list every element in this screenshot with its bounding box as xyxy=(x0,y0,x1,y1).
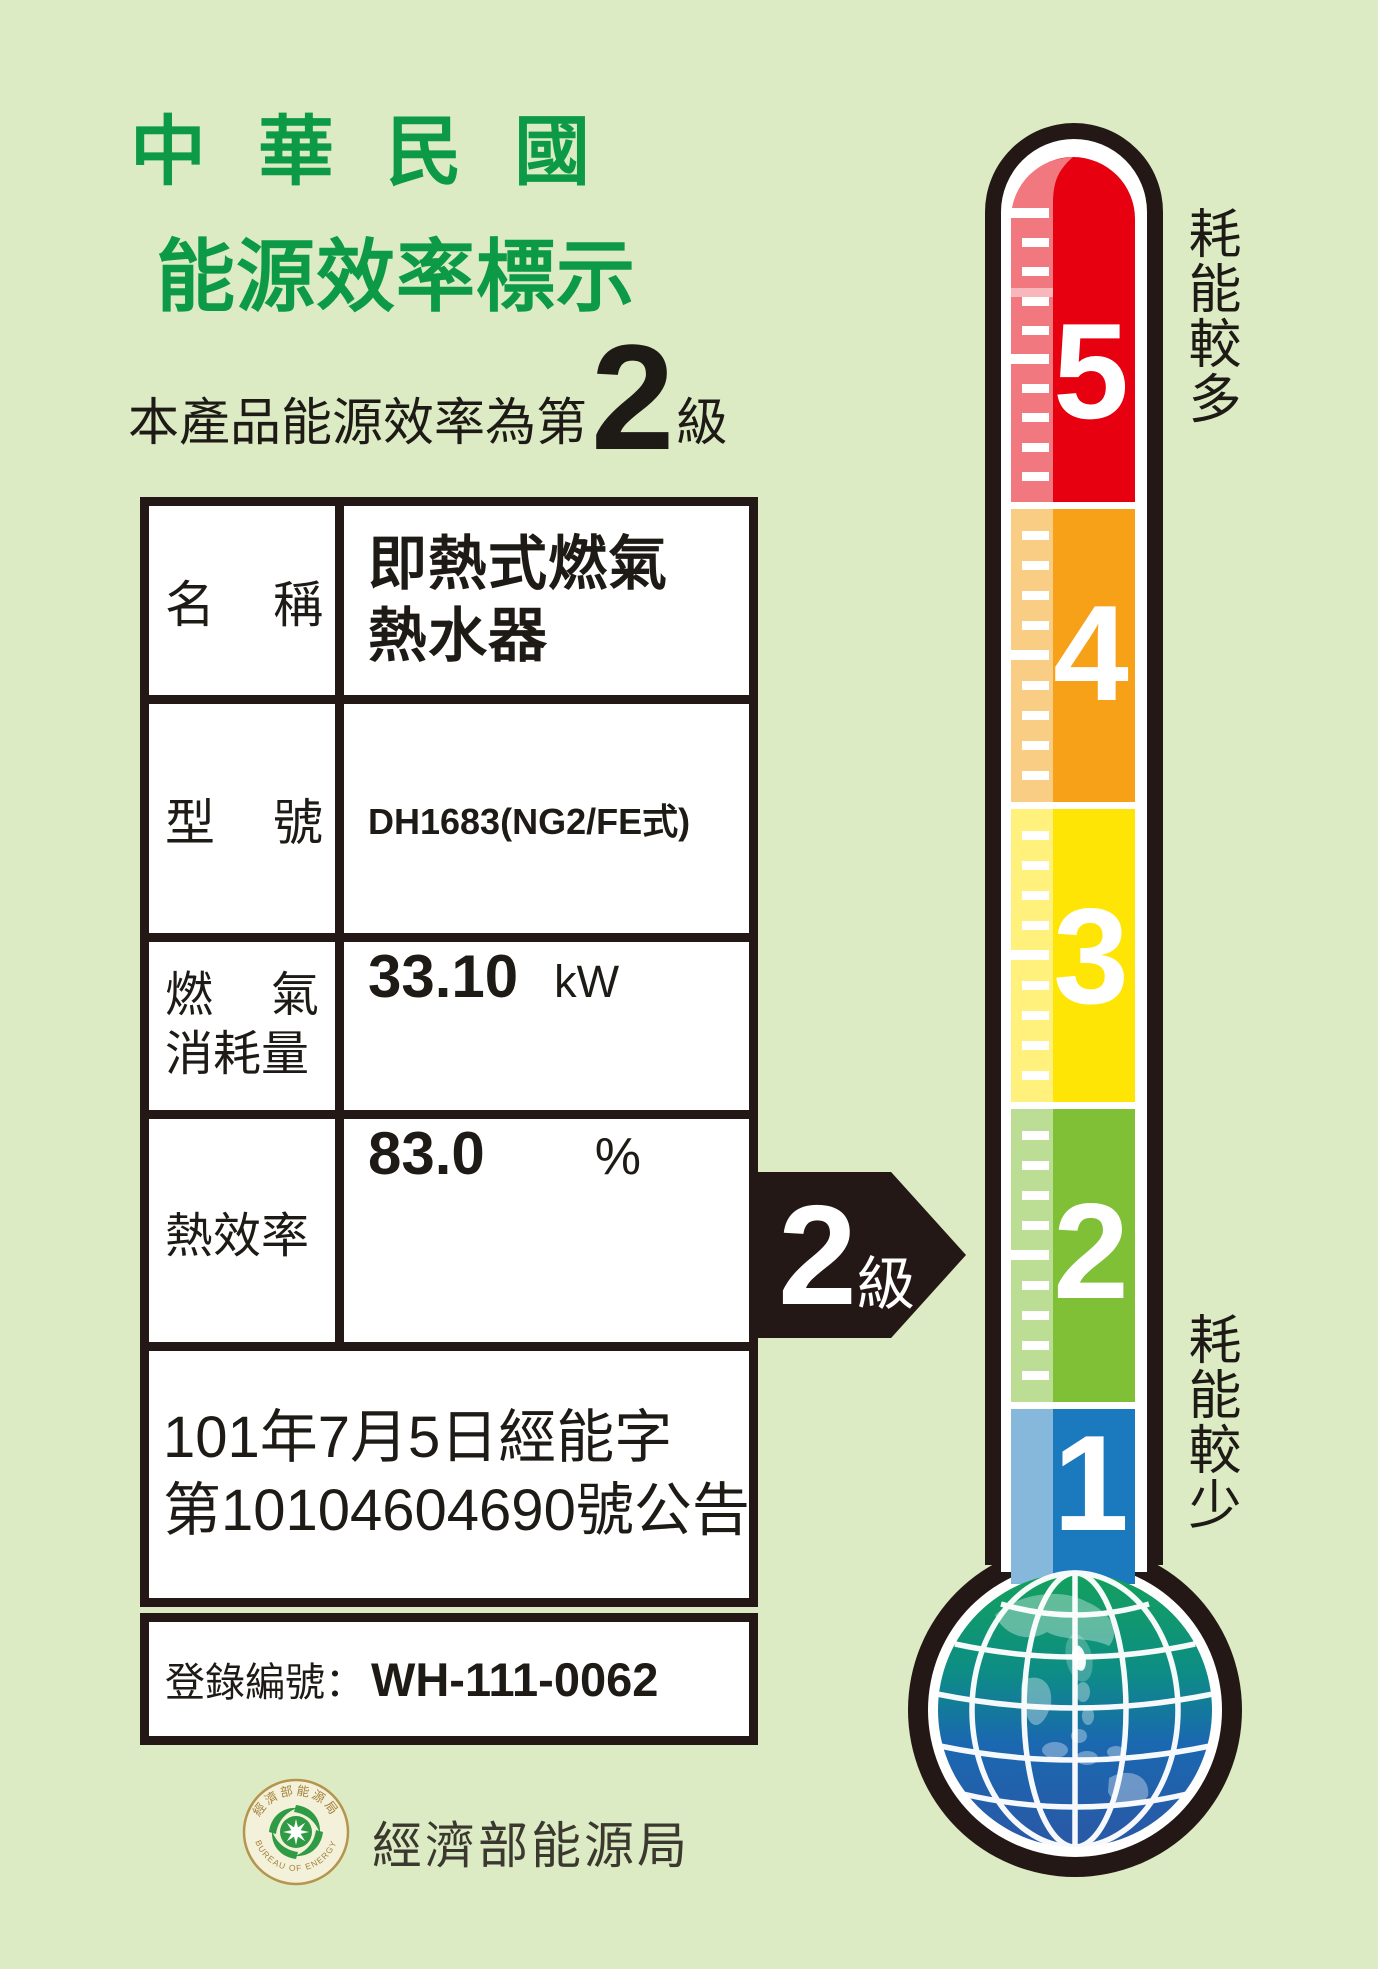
tick-mark xyxy=(1022,531,1049,540)
segment-boundary-line xyxy=(1011,802,1135,809)
tick-mark xyxy=(1022,413,1049,423)
row-model-label: 型號 xyxy=(149,704,335,933)
tick-mark xyxy=(1022,1041,1049,1050)
thermometer-number-3: 3 xyxy=(1053,880,1129,1032)
consumes-less-label: 耗能較少 xyxy=(1181,1312,1240,1532)
grade-statement-suffix: 級 xyxy=(676,393,728,451)
tick-mark xyxy=(1022,1341,1049,1350)
segment-boundary-line xyxy=(1011,502,1135,509)
grade-arrow-suffix: 級 xyxy=(856,1252,915,1317)
grade-arrow: 2級 xyxy=(752,1172,966,1338)
agency-name: 經濟部能源局 xyxy=(372,1818,690,1874)
tick-mark xyxy=(1022,325,1049,335)
tick-mark xyxy=(1022,442,1049,452)
row-gas-consumption-value: 33.10 kW xyxy=(344,942,749,1110)
thermometer-number-4: 4 xyxy=(1053,577,1129,729)
row-model-value: DH1683(NG2/FE式) xyxy=(344,704,749,933)
tick-mark xyxy=(1011,354,1049,364)
announcement-row: 101年7月5日經能字 第10104604690號公告 xyxy=(149,1351,749,1598)
grade-statement-prefix: 本產品能源效率為第 xyxy=(128,393,588,451)
tick-mark xyxy=(1022,1191,1049,1200)
product-info-table: 名稱 即熱式燃氣 熱水器 型號 DH1683(NG2/FE式) 燃氣 消耗量 3… xyxy=(140,497,758,1607)
tick-mark xyxy=(1011,650,1049,660)
tick-mark xyxy=(1022,1371,1049,1380)
announcement-line1: 101年7月5日經能字 xyxy=(163,1405,673,1470)
segment-boundary-line xyxy=(1011,1102,1135,1109)
row-gas-consumption-label: 燃氣 消耗量 xyxy=(149,942,335,1110)
consumes-more-label: 耗能較多 xyxy=(1181,206,1240,426)
thermometer-number-1: 1 xyxy=(1053,1407,1129,1559)
tick-mark xyxy=(1022,771,1049,780)
tick-mark xyxy=(1022,1281,1049,1290)
thermometer-number-2: 2 xyxy=(1053,1175,1129,1327)
efficiency-number: 83.0 xyxy=(368,1120,485,1187)
tick-mark xyxy=(1022,1221,1049,1230)
tube-highlight-stripe xyxy=(1011,288,1053,1584)
product-name-line2: 熱水器 xyxy=(368,602,549,669)
gas-consumption-number: 33.10 xyxy=(368,943,519,1010)
efficiency-unit: % xyxy=(594,1128,642,1186)
tick-mark xyxy=(1022,981,1049,990)
announcement-line2: 第10104604690號公告 xyxy=(163,1477,749,1543)
gas-consumption-unit: kW xyxy=(554,956,620,1007)
registration-label: 登錄編號： xyxy=(165,1661,365,1705)
registration-number: WH-111-0062 xyxy=(371,1652,659,1706)
tick-mark xyxy=(1011,208,1049,218)
tick-mark xyxy=(1022,267,1049,277)
row-name-value: 即熱式燃氣 熱水器 xyxy=(344,506,749,695)
model-number: DH1683(NG2/FE式) xyxy=(368,800,691,842)
tick-mark xyxy=(1022,1131,1049,1140)
segment-boundary-line xyxy=(1011,1402,1135,1409)
product-name-line1: 即熱式燃氣 xyxy=(368,530,669,597)
efficiency-grade-statement: 本產品能源效率為第 2 級 xyxy=(128,322,728,472)
tick-mark xyxy=(1022,741,1049,750)
tube-highlight-cap xyxy=(1011,157,1073,297)
registration-box: 登錄編號： WH-111-0062 xyxy=(140,1613,758,1745)
tick-mark xyxy=(1022,861,1049,870)
row-efficiency-value: 83.0 % xyxy=(344,1119,749,1342)
tick-mark xyxy=(1022,621,1049,630)
tick-mark xyxy=(1022,238,1049,248)
tick-mark xyxy=(1022,561,1049,570)
row-efficiency-label: 熱效率 xyxy=(149,1119,335,1342)
tick-mark xyxy=(1022,1071,1049,1080)
bureau-of-energy-seal-icon: 經濟部能源局 BUREAU OF ENERGY xyxy=(242,1778,350,1886)
grade-arrow-number: 2 xyxy=(778,1176,857,1335)
label-title-line2: 能源效率標示 xyxy=(156,232,636,321)
tick-mark xyxy=(1022,681,1049,690)
tick-mark xyxy=(1022,921,1049,930)
tick-mark xyxy=(1022,831,1049,840)
thermometer-number-5: 5 xyxy=(1053,295,1129,447)
tick-mark xyxy=(1022,1161,1049,1170)
globe-icon xyxy=(936,1570,1214,1850)
label-title-line1: 中華民國 xyxy=(130,110,642,195)
grade-statement-number: 2 xyxy=(591,313,675,481)
row-name-label: 名稱 xyxy=(149,506,335,695)
tick-mark xyxy=(1022,891,1049,900)
tick-mark xyxy=(1022,471,1049,481)
tick-mark xyxy=(1011,1250,1049,1260)
tick-mark xyxy=(1022,296,1049,306)
tick-mark xyxy=(1022,591,1049,600)
thermometer-segment-grade1 xyxy=(1011,1405,1135,1584)
tick-mark xyxy=(1022,1011,1049,1020)
grade-arrow-text: 2級 xyxy=(778,1176,915,1338)
tick-mark xyxy=(1011,950,1049,960)
tick-mark xyxy=(1022,384,1049,394)
tick-mark xyxy=(1022,1311,1049,1320)
tick-mark xyxy=(1022,711,1049,720)
